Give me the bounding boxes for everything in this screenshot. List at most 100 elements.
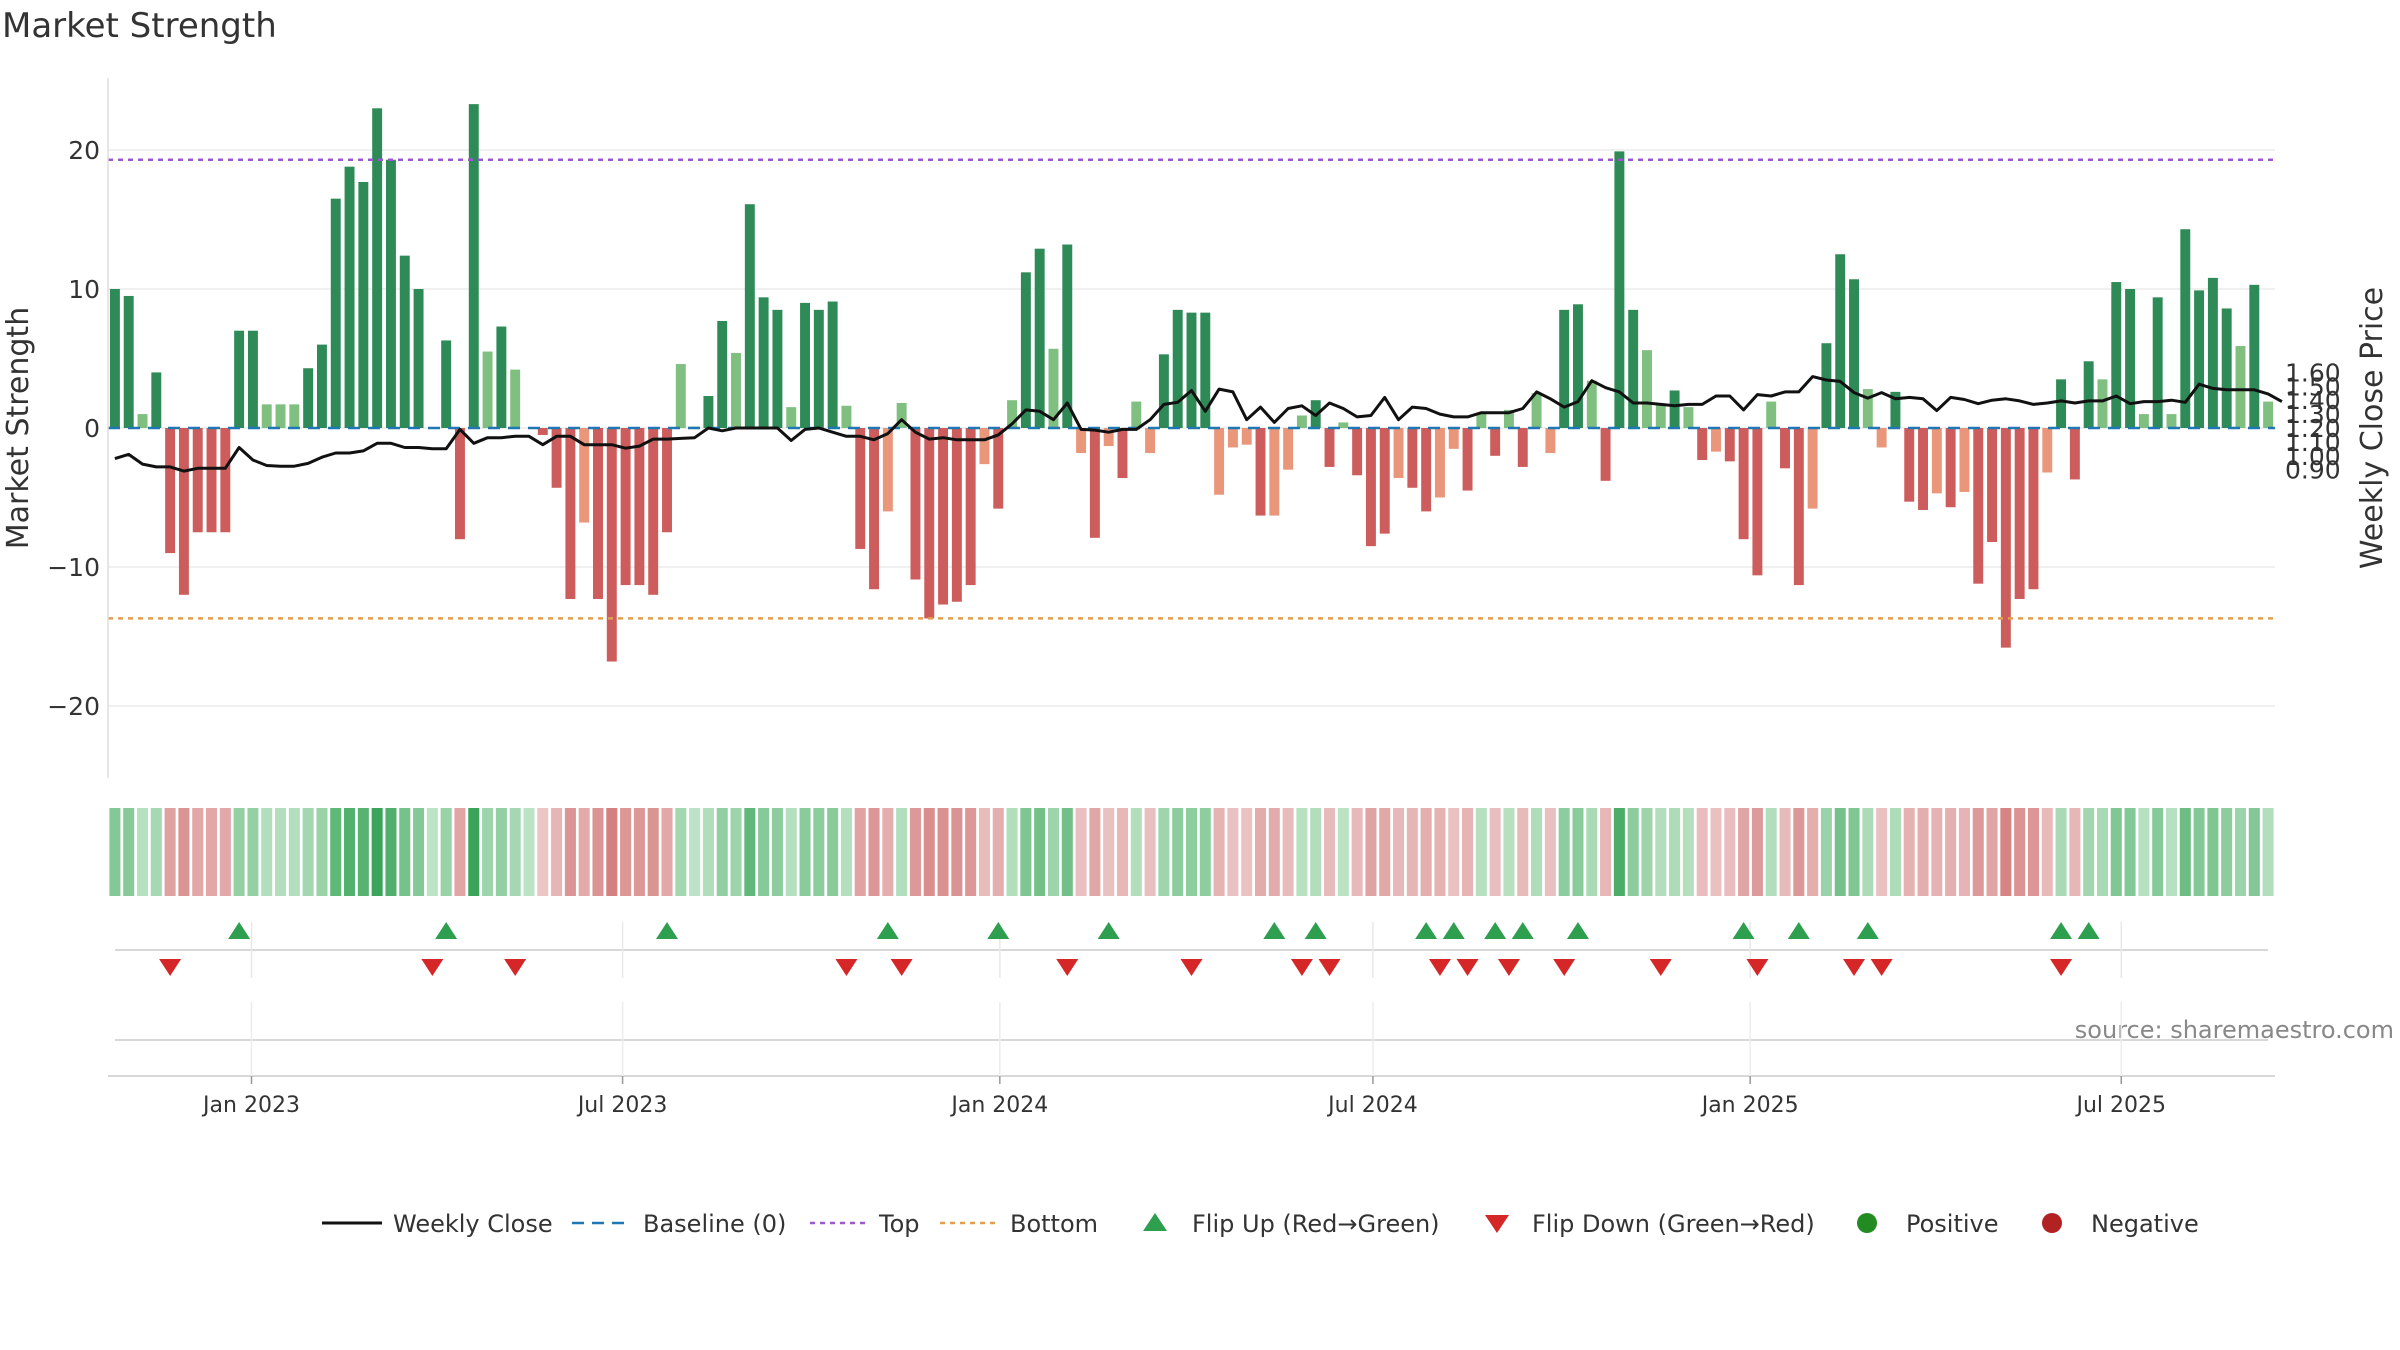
y-axis-title: Market Strength [1, 307, 36, 549]
strength-bar [979, 428, 990, 465]
strength-bar [275, 404, 286, 428]
flip-up-marker [656, 922, 679, 939]
strength-bar [1918, 428, 1929, 511]
strength-bar [1987, 428, 1998, 542]
strength-bar [2138, 414, 2149, 428]
strength-bar [717, 320, 728, 428]
heat-cell [1834, 808, 1846, 896]
flip-down-marker [1553, 959, 1576, 976]
heat-cell [1047, 808, 1059, 896]
heat-cell [1324, 808, 1336, 896]
heat-cell [564, 808, 576, 896]
strength-bar [137, 414, 148, 428]
heat-cell [1393, 808, 1405, 896]
strength-bar [800, 302, 810, 428]
flip-down-marker [1870, 959, 1893, 976]
heat-cell [205, 808, 218, 896]
heat-cell [730, 808, 742, 896]
y2-tick-label: 1.40 [2285, 386, 2341, 415]
strength-bar [924, 428, 935, 619]
heat-cell [192, 808, 204, 896]
heat-cell [1820, 808, 1832, 896]
strength-bar [1655, 404, 1666, 428]
strength-bar [289, 404, 300, 428]
heat-cell [2000, 808, 2012, 896]
strength-bar [2083, 361, 2094, 428]
strength-bar [2263, 401, 2274, 428]
strength-bar [1724, 428, 1735, 462]
flip-up-marker [1442, 922, 1465, 939]
strength-bar [165, 428, 176, 554]
strength-bar [1407, 428, 1418, 488]
heat-cell [1365, 808, 1377, 896]
strength-bar [772, 309, 783, 428]
strength-bar [786, 407, 797, 428]
heat-cell [1061, 808, 1073, 896]
chart-title: Market Strength [2, 6, 277, 46]
heat-cell [109, 808, 121, 896]
heat-cell [1172, 808, 1184, 896]
strength-bar [1421, 428, 1432, 512]
strength-bar [1669, 390, 1680, 428]
strength-bar [1959, 428, 1970, 492]
strength-bar [1172, 309, 1183, 428]
heat-cell [426, 808, 438, 896]
strength-bar [675, 364, 686, 428]
strength-bar [1545, 428, 1556, 454]
heat-cell [261, 808, 273, 896]
strength-bar [1365, 428, 1376, 547]
strength-bar [1973, 428, 1984, 584]
strength-bar [1531, 393, 1542, 428]
strength-bar [358, 181, 369, 428]
strength-bar [109, 289, 120, 428]
heat-cell [1945, 808, 1957, 896]
heat-cell [2083, 808, 2095, 896]
legend-flip-up-symbol [1143, 1213, 1167, 1231]
heat-cell [164, 808, 176, 896]
strength-bar [1117, 428, 1128, 479]
strength-bar [951, 428, 962, 602]
heat-cell [2069, 808, 2081, 896]
heat-cell [523, 808, 535, 896]
strength-bar [1448, 428, 1459, 449]
heat-cell [1765, 808, 1777, 896]
heat-cell [1406, 808, 1418, 896]
heat-cell [2262, 808, 2274, 896]
strength-bar [1849, 279, 1859, 428]
legend-label: Baseline (0) [643, 1210, 786, 1238]
heat-cell [1116, 808, 1129, 896]
strength-bar [1490, 428, 1501, 456]
heat-cell [275, 808, 287, 896]
heat-cell [509, 808, 521, 896]
heat-cell [1848, 808, 1860, 896]
heat-cell [1751, 808, 1763, 896]
heat-cell [2096, 808, 2108, 896]
heat-cell [1241, 808, 1253, 896]
strength-bar [827, 301, 838, 428]
strength-bar [1269, 428, 1280, 516]
y2-tick-label: 1.10 [2285, 428, 2341, 457]
heat-cell [551, 808, 563, 896]
heat-cell [1185, 808, 1198, 896]
legend-positive-symbol [1857, 1213, 1877, 1233]
strength-bar [744, 204, 755, 428]
legend-flip-down-symbol [1485, 1215, 1509, 1233]
flip-up-marker [435, 922, 458, 939]
heat-cell [1379, 808, 1391, 896]
heat-cell [1613, 808, 1625, 896]
legend-label: Flip Down (Green→Red) [1532, 1210, 1815, 1238]
heat-cell [2193, 808, 2205, 896]
flip-up-marker [1856, 922, 1879, 939]
heat-cell [1337, 808, 1349, 896]
strength-bar [855, 428, 866, 549]
flip-down-marker [1428, 959, 1451, 976]
heat-cell [1889, 808, 1901, 896]
heat-cell [1710, 808, 1722, 896]
heat-cell [1089, 808, 1101, 896]
weekly-close-line [114, 375, 2283, 473]
strength-bar [1807, 428, 1818, 509]
heat-cell [689, 808, 701, 896]
strength-bar [758, 297, 769, 428]
strength-bar [2069, 428, 2080, 480]
flip-down-marker [421, 959, 444, 976]
